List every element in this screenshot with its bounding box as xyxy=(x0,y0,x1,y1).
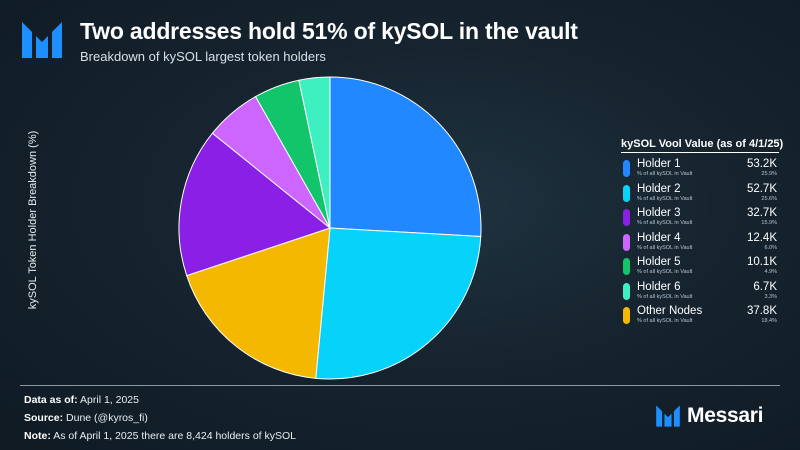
legend-item-holder-4: Holder 4% of all kySOL in Vault 12.4K 6.0% xyxy=(621,231,779,256)
legend-item-amount: 6.7K xyxy=(753,280,777,293)
legend-item-percent: 6.0% xyxy=(764,244,777,251)
legend-item-name: Holder 3 xyxy=(637,207,681,219)
legend-item-percent: 4.9% xyxy=(764,269,777,275)
chart-title: Two addresses hold 51% of kySOL in the v… xyxy=(80,18,578,44)
legend-item-holder-1: Holder 1% of all kySOL in Vault 53.2K 25.9… xyxy=(621,157,779,182)
legend-item-holder-5: Holder 5% of all kySOL in Vault 10.1K 4.9% xyxy=(621,255,779,280)
messari-brand-icon xyxy=(656,405,680,427)
source-label: Source: xyxy=(24,412,64,424)
pie-slice-holder-2 xyxy=(315,227,482,380)
brand: Messari xyxy=(655,404,763,428)
source-note: Source: Dune (@kyros_fi) xyxy=(24,412,148,424)
legend-item-sublabel: % of all kySOL in Vault xyxy=(637,318,693,324)
legend-item-sublabel: % of all kySOL in Vault xyxy=(637,293,693,300)
legend-swatch xyxy=(623,209,630,226)
legend-item-name: Holder 6 xyxy=(637,280,681,293)
brand-name: Messari xyxy=(687,404,764,427)
legend-item-percent: 25.6% xyxy=(761,195,777,202)
legend-item-name: Holder 1 xyxy=(637,158,681,170)
legend-item-percent: 15.9% xyxy=(761,220,777,226)
legend-item-holder-3: Holder 3% of all kySOL in Vault 32.7K 15.9… xyxy=(621,206,779,231)
legend-item-percent: 18.4% xyxy=(761,318,777,324)
data-as-of-value: April 1, 2025 xyxy=(80,394,139,406)
chart-subtitle: Breakdown of kySOL largest token holders xyxy=(80,49,326,64)
legend-item-name: Other Nodes xyxy=(637,305,703,317)
legend-item-amount: 53.2K xyxy=(746,158,777,170)
legend-rows: Holder 1% of all kySOL in Vault 53.2K 25.9… xyxy=(621,157,779,329)
legend-item-holder-2: Holder 2% of all kySOL in Vault 52.7K 25.6… xyxy=(621,182,779,207)
footer-divider xyxy=(20,385,780,386)
legend-item-amount: 37.8K xyxy=(746,305,777,317)
source-value: Dune (@kyros_fi) xyxy=(66,412,148,424)
legend-item-percent: 25.9% xyxy=(761,171,777,177)
pie-slice-other-nodes xyxy=(186,227,331,379)
legend-swatch xyxy=(623,307,630,324)
data-as-of-label: Data as of: xyxy=(24,394,78,406)
legend-item-sublabel: % of all kySOL in Vault xyxy=(637,220,693,226)
note-label: Note: xyxy=(24,430,51,442)
legend-item-amount: 12.4K xyxy=(746,231,777,244)
legend-item-name: Holder 2 xyxy=(637,182,681,195)
legend-item-sublabel: % of all kySOL in Vault xyxy=(637,171,693,177)
legend-swatch xyxy=(623,233,630,251)
legend-item-sublabel: % of all kySOL in Vault xyxy=(637,244,693,251)
legend-item-amount: 32.7K xyxy=(746,207,777,219)
messari-logo-icon xyxy=(22,22,62,58)
legend-item-other-nodes: Other Nodes% of all kySOL in Vault 37.8K 1… xyxy=(621,304,779,329)
pie-slice-holder-1 xyxy=(329,76,482,238)
legend-item-percent: 3.3% xyxy=(764,293,777,300)
legend-item-amount: 10.1K xyxy=(746,256,777,268)
legend-item-holder-6: Holder 6% of all kySOL in Vault 6.7K 3.3% xyxy=(621,280,779,305)
pie-slice-holder-6 xyxy=(298,76,331,229)
legend-item-sublabel: % of all kySOL in Vault xyxy=(637,195,693,202)
legend-item-name: Holder 5 xyxy=(637,256,681,268)
legend-swatch xyxy=(623,282,630,300)
legend-item-sublabel: % of all kySOL in Vault xyxy=(637,269,693,275)
note-value: As of April 1, 2025 there are 8,424 hold… xyxy=(53,430,296,442)
legend-item-amount: 52.7K xyxy=(746,182,777,195)
legend-swatch xyxy=(623,258,630,275)
data-as-of-note: Data as of: April 1, 2025 xyxy=(24,394,139,406)
legend: kySOL Vool Value (as of 4/1/25) Holder 1… xyxy=(621,138,783,329)
pie-slice-holder-3 xyxy=(178,132,332,277)
legend-item-name: Holder 4 xyxy=(637,231,681,244)
legend-swatch xyxy=(623,160,630,177)
legend-title: kySOL Vool Value (as of 4/1/25) xyxy=(621,138,783,153)
legend-swatch xyxy=(623,184,630,202)
footnote: Note: As of April 1, 2025 there are 8,42… xyxy=(24,430,296,442)
